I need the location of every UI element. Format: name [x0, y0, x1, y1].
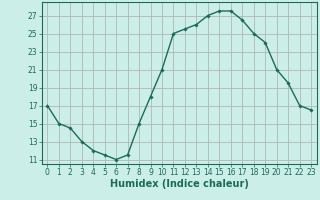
X-axis label: Humidex (Indice chaleur): Humidex (Indice chaleur)	[110, 179, 249, 189]
